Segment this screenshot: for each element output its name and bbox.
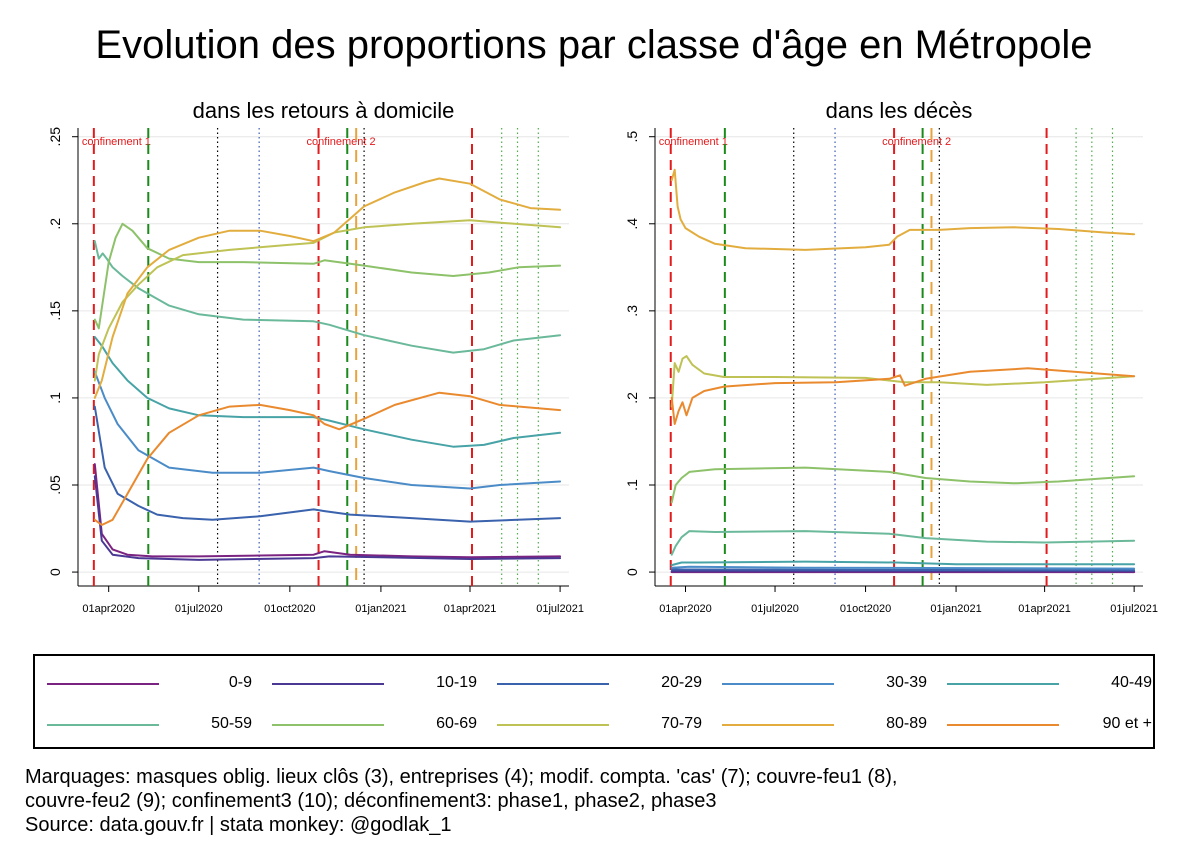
panel-1-series-10-19: [93, 475, 562, 561]
panel-1-series-70-79: [93, 219, 562, 382]
panel-2-series-30-39: [670, 565, 1136, 570]
panel-2-ytick-label: .1: [624, 479, 640, 491]
legend-swatch: [47, 724, 159, 726]
panel-1-series-30-39: [93, 370, 562, 490]
panel-2-ytick-label: .5: [624, 131, 640, 143]
legend-label: 50-59: [211, 715, 252, 732]
legend-swatch: [272, 683, 384, 685]
panel-1-series-50-59: [93, 240, 562, 354]
panel-1-xtick-label: 01jan2021: [355, 603, 406, 615]
legend-swatch: [47, 683, 159, 685]
panel-2-xtick-label: 01jul2021: [1110, 603, 1158, 615]
panel-2-xtick-label: 01oct2020: [840, 603, 891, 615]
legend-item: 0-9: [47, 672, 252, 696]
panel-1-xtick-label: 01jul2020: [175, 603, 223, 615]
panel-1-ytick-label: 0: [47, 568, 63, 576]
legend-item: 10-19: [272, 672, 477, 696]
panel-2-event-label: confinement 2: [882, 136, 951, 148]
legend-swatch: [947, 683, 1059, 685]
legend-swatch: [497, 683, 609, 685]
panel-1-ytick-label: .25: [47, 127, 63, 147]
panel-2-series-80-89: [670, 168, 1136, 251]
legend: 0-9 10-19 20-29 30-39 40-49 50-59 60-69 70-79 80…: [33, 654, 1155, 749]
panel-1-xtick-label: 01apr2021: [444, 603, 497, 615]
panel-1-series-40-49: [93, 336, 562, 448]
legend-label: 10-19: [436, 674, 477, 691]
panel-2-ytick-label: 0: [624, 568, 640, 576]
legend-swatch: [722, 683, 834, 685]
main-title: Evolution des proportions par classe d'â…: [95, 23, 1093, 67]
panel-1-ytick-label: .05: [47, 475, 63, 495]
panel-2-xtick-label: 01apr2020: [659, 603, 712, 615]
legend-item: 40-49: [947, 672, 1152, 696]
legend-label: 80-89: [886, 715, 927, 732]
legend-label: 60-69: [436, 715, 477, 732]
charts-canvas: dans les retours à domicile 0 .05 .1 .15 .2 .2…: [47, 98, 1158, 615]
panel-1-series-80-89: [93, 177, 562, 399]
panel-1-ytick-label: .1: [47, 392, 63, 404]
panel-2-ytick-label: .2: [624, 392, 640, 404]
legend-item: 60-69: [272, 713, 477, 737]
panel-2-series-90-et-: [670, 367, 1136, 425]
panel-1-xtick-label: 01oct2020: [264, 603, 315, 615]
panel-2-xtick-label: 01jul2020: [751, 603, 799, 615]
legend-item: 50-59: [47, 713, 252, 737]
panel-1-xtick-label: 01apr2020: [82, 603, 135, 615]
panel-2-series-50-59: [670, 530, 1136, 556]
panel-2-series-40-49: [670, 560, 1136, 567]
legend-label: 40-49: [1111, 674, 1152, 691]
legend-label: 70-79: [661, 715, 702, 732]
panel-2-xtick-label: 01jan2021: [930, 603, 981, 615]
panel-2-ytick-label: .3: [624, 305, 640, 317]
legend-item: 20-29: [497, 672, 702, 696]
panel-2-title: dans les décès: [826, 98, 973, 123]
legend-swatch: [497, 724, 609, 726]
panel-1-ytick-label: .2: [47, 218, 63, 230]
legend-swatch: [947, 724, 1059, 726]
legend-item: 90 et +: [947, 713, 1152, 737]
panel-1-xtick-label: 01jul2021: [536, 603, 584, 615]
legend-swatch: [722, 724, 834, 726]
legend-label: 0-9: [228, 674, 252, 691]
panel-2-series-70-79: [670, 355, 1136, 408]
panel-1-ytick-label: .15: [47, 301, 63, 321]
legend-item: 70-79: [497, 713, 702, 737]
footnote-line-2: couvre-feu2 (9); confinement3 (10); déco…: [25, 790, 717, 812]
panel-1-title: dans les retours à domicile: [193, 98, 455, 123]
panel-1-series-60-69: [93, 222, 562, 330]
legend-label: 90 et +: [1102, 715, 1152, 732]
footnote-line-1: Marquages: masques oblig. lieux clôs (3)…: [25, 766, 898, 788]
panel-1-series-20-29: [93, 405, 562, 523]
panel-2-xtick-label: 01apr2021: [1018, 603, 1071, 615]
panel-2-event-label: confinement 1: [659, 136, 728, 148]
panel-2-series-20-29: [670, 568, 1136, 572]
panel-2-series-60-69: [670, 466, 1136, 504]
legend-label: 20-29: [661, 674, 702, 691]
panel-1-event-label: confinement 1: [82, 136, 151, 148]
panel-1-event-label: confinement 2: [307, 136, 376, 148]
panel-1-series-0-9: [93, 463, 562, 559]
legend-swatch: [272, 724, 384, 726]
panel-2-ytick-label: .4: [624, 218, 640, 230]
legend-item: 80-89: [722, 713, 927, 737]
footnote-line-3: Source: data.gouv.fr | stata monkey: @go…: [25, 814, 452, 836]
panel-1-series-90-et-: [93, 391, 562, 526]
legend-label: 30-39: [886, 674, 927, 691]
legend-item: 30-39: [722, 672, 927, 696]
